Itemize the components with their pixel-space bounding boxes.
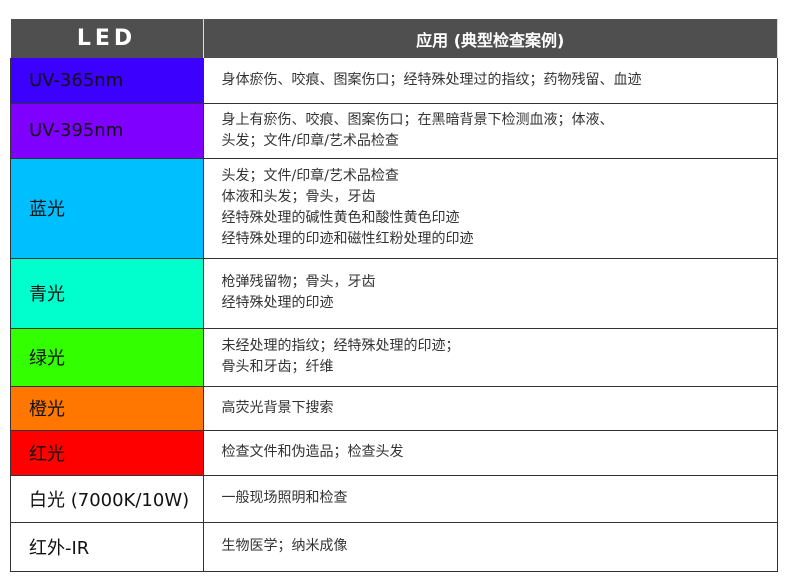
application-line: 头发；文件/印章/艺术品检查 bbox=[221, 168, 399, 184]
application-line: 未经处理的指纹；经特殊处理的印迹； bbox=[221, 338, 460, 354]
application-line: 一般现场照明和检查 bbox=[221, 490, 348, 506]
application-line: 经特殊处理的印迹 bbox=[221, 295, 334, 311]
table-row: UV-395nm 身上有瘀伤、咬痕、图案伤口；在黑暗背景下检测血液；体液、 头发；文… bbox=[10, 103, 778, 159]
led-name: 白光 (7000K/10W) bbox=[10, 475, 204, 523]
led-name: 橙光 bbox=[10, 386, 204, 431]
application-line: 检查文件和伪造品；检查头发 bbox=[221, 444, 404, 460]
application-cell: 枪弹残留物；骨头，牙齿 经特殊处理的印迹 bbox=[203, 258, 778, 329]
application-cell: 生物医学；纳米成像 bbox=[203, 522, 778, 572]
application-cell: 头发；文件/印章/艺术品检查 体液和头发；骨头，牙齿经特殊处理的碱性黄色和酸性黄色… bbox=[203, 158, 778, 259]
table-row: 白光 (7000K/10W) 一般现场照明和检查 bbox=[10, 475, 778, 523]
table-row: UV-365nm 身体瘀伤、咬痕、图案伤口；经特殊处理过的指纹；药物残留、血迹 bbox=[10, 58, 778, 104]
table-row: 红光 检查文件和伪造品；检查头发 bbox=[10, 430, 778, 476]
table-row: 蓝光 头发；文件/印章/艺术品检查 体液和头发；骨头，牙齿 经特殊处理的碱性黄色和酸性… bbox=[10, 158, 778, 259]
led-name: 红光 bbox=[10, 430, 204, 476]
application-cell: 检查文件和伪造品；检查头发 bbox=[203, 430, 778, 476]
application-line: 经特殊处理的印迹和磁性红粉处理的印迹 bbox=[221, 231, 474, 247]
application-line: 体液和头发；骨头，牙齿 bbox=[221, 189, 376, 205]
table-row: 红外-IR 生物医学；纳米成像 bbox=[10, 522, 778, 572]
application-cell: 身体瘀伤、咬痕、图案伤口；经特殊处理过的指纹；药物残留、血迹 bbox=[203, 58, 778, 104]
application-line: 生物医学；纳米成像 bbox=[221, 538, 348, 554]
table-row: 橙光 高荧光背景下搜索 bbox=[10, 386, 778, 431]
application-line: 骨头和牙齿；纤维 bbox=[221, 359, 334, 375]
table-row: 青光 枪弹残留物；骨头，牙齿 经特殊处理的印迹 bbox=[10, 258, 778, 329]
led-name: UV-395nm bbox=[10, 103, 204, 159]
application-cell: 身上有瘀伤、咬痕、图案伤口；在黑暗背景下检测血液；体液、 头发；文件/印章/艺术品… bbox=[203, 103, 778, 159]
application-cell: 高荧光背景下搜索 bbox=[203, 386, 778, 431]
header-led: LED bbox=[10, 19, 204, 58]
application-line: 高荧光背景下搜索 bbox=[221, 399, 334, 416]
application-cell: 未经处理的指纹；经特殊处理的印迹； 骨头和牙齿；纤维 bbox=[203, 328, 778, 387]
application-line: 经特殊处理的碱性黄色和酸性黄色印迹 bbox=[221, 210, 460, 226]
led-name: 青光 bbox=[10, 258, 204, 329]
application-line: 身上有瘀伤、咬痕、图案伤口；在黑暗背景下检测血液；体液、 bbox=[221, 111, 614, 128]
application-line: 枪弹残留物；骨头，牙齿 bbox=[221, 274, 376, 290]
application-line: 头发；文件/印章/艺术品检查 bbox=[221, 132, 399, 149]
table-row: 绿光 未经处理的指纹；经特殊处理的印迹； 骨头和牙齿；纤维 bbox=[10, 328, 778, 387]
led-name: UV-365nm bbox=[10, 58, 204, 104]
led-application-table: LED 应用 (典型检查案例) UV-365nm 身体瘀伤、咬痕、图案伤口；经特殊… bbox=[10, 19, 778, 572]
led-name: 蓝光 bbox=[10, 158, 204, 259]
led-name: 绿光 bbox=[10, 328, 204, 387]
header-application: 应用 (典型检查案例) bbox=[203, 19, 778, 58]
led-name: 红外-IR bbox=[10, 522, 204, 572]
application-cell: 一般现场照明和检查 bbox=[203, 475, 778, 523]
application-line: 身体瘀伤、咬痕、图案伤口；经特殊处理过的指纹；药物残留、血迹 bbox=[221, 71, 642, 88]
